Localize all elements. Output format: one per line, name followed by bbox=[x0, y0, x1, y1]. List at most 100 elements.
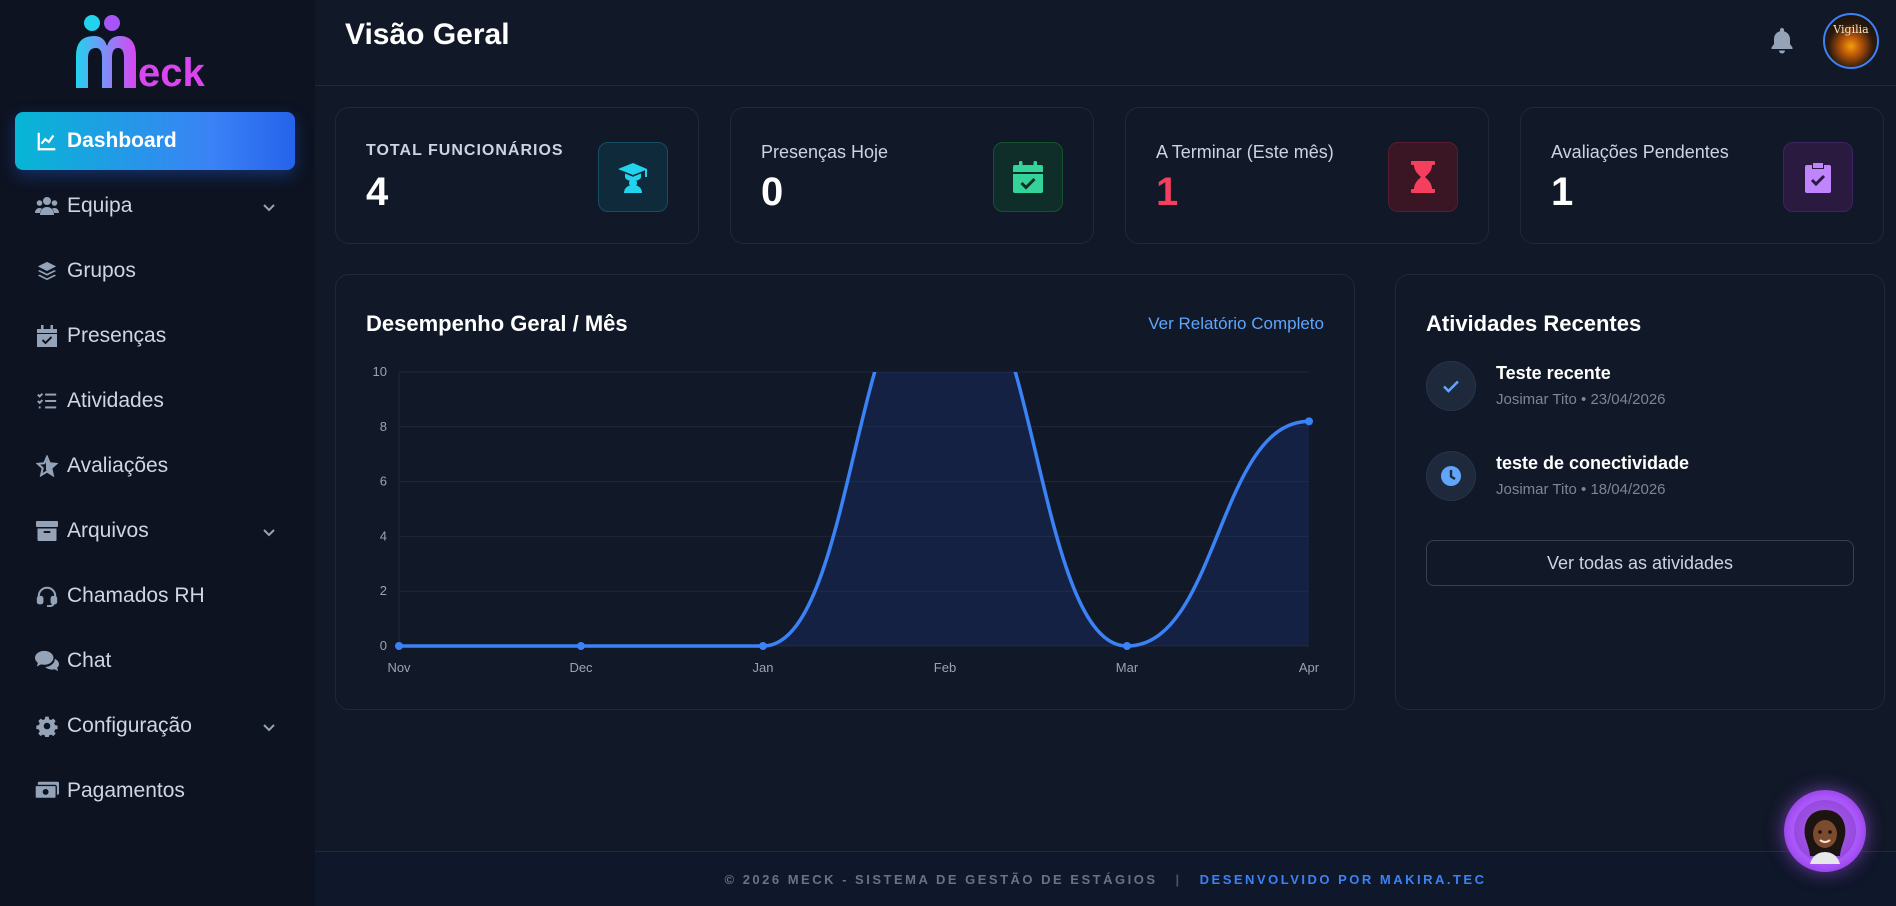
footer-developer-link[interactable]: DESENVOLVIDO POR MAKIRA.TEC bbox=[1199, 871, 1487, 887]
users-icon bbox=[35, 194, 59, 218]
x-tick-label: Apr bbox=[1299, 660, 1320, 675]
meck-logo[interactable]: eck bbox=[74, 10, 254, 98]
chevron-down-icon[interactable] bbox=[261, 522, 277, 538]
x-tick-label: Jan bbox=[753, 660, 774, 675]
sidebar-item-equipa[interactable]: Equipa bbox=[15, 177, 295, 235]
stat-value: 4 bbox=[366, 170, 389, 214]
chart-title: Desempenho Geral / Mês bbox=[366, 311, 628, 336]
sidebar-item-avaliacoes[interactable]: Avaliações bbox=[15, 437, 295, 495]
y-tick-label: 4 bbox=[380, 528, 387, 543]
sidebar-nav: Dashboard Equipa Grupos Presenças bbox=[15, 112, 295, 827]
stat-label: Presenças Hoje bbox=[761, 142, 889, 162]
x-tick-label: Nov bbox=[387, 660, 411, 675]
top-header: Visão Geral Vigilia bbox=[315, 0, 1896, 86]
sidebar-item-presencas[interactable]: Presenças bbox=[15, 307, 295, 365]
stat-label: Avaliações Pendentes bbox=[1551, 142, 1729, 162]
y-tick-label: 6 bbox=[380, 474, 387, 489]
chart-series-line bbox=[398, 372, 1310, 648]
sidebar-item-label: Presenças bbox=[67, 324, 167, 347]
chart-point bbox=[1305, 417, 1313, 426]
hourglass-icon bbox=[1388, 142, 1458, 212]
sidebar-item-pagamentos[interactable]: Pagamentos bbox=[15, 762, 295, 820]
sidebar-item-label: Arquivos bbox=[67, 519, 149, 542]
stat-value: 0 bbox=[761, 170, 784, 214]
x-tick-label: Feb bbox=[934, 660, 956, 675]
avatar-text: Vigilia bbox=[1833, 23, 1869, 36]
activity-item[interactable]: teste de conectividade Josimar Tito • 18… bbox=[1426, 451, 1856, 511]
stat-card-avaliacoes-pendentes: Avaliações Pendentes 1 bbox=[1520, 107, 1884, 244]
activity-title: teste de conectividade bbox=[1496, 453, 1690, 473]
calendar-check-icon bbox=[35, 324, 59, 348]
full-report-link[interactable]: Ver Relatório Completo bbox=[1148, 314, 1324, 333]
star-icon bbox=[35, 454, 59, 478]
chart-point bbox=[759, 642, 767, 650]
chart-point bbox=[1123, 642, 1131, 650]
sidebar-item-chamados-rh[interactable]: Chamados RH bbox=[15, 567, 295, 625]
sidebar-item-label: Avaliações bbox=[67, 454, 169, 477]
recent-activities-card: Atividades Recentes Teste recente Josima… bbox=[1395, 274, 1885, 710]
sidebar-item-label: Equipa bbox=[67, 194, 133, 217]
chart-point bbox=[577, 642, 585, 650]
archive-icon bbox=[35, 519, 59, 543]
sidebar-item-label: Chat bbox=[67, 649, 112, 672]
sidebar-item-atividades[interactable]: Atividades bbox=[15, 372, 295, 430]
view-all-activities-button[interactable]: Ver todas as atividades bbox=[1426, 540, 1854, 586]
sidebar-item-dashboard[interactable]: Dashboard bbox=[15, 112, 295, 170]
chart-area-fill bbox=[399, 372, 1309, 646]
activity-title: Teste recente bbox=[1496, 363, 1611, 383]
check-icon bbox=[1426, 361, 1476, 411]
y-tick-label: 0 bbox=[380, 638, 387, 653]
page-title: Visão Geral bbox=[345, 18, 510, 51]
graduate-icon bbox=[598, 142, 668, 212]
calendar-check-icon bbox=[993, 142, 1063, 212]
sidebar-item-chat[interactable]: Chat bbox=[15, 632, 295, 690]
footer-copyright: © 2026 MECK - SISTEMA DE GESTÃO DE ESTÁG… bbox=[724, 871, 1158, 887]
chart-line-icon bbox=[35, 129, 59, 153]
assistant-avatar-icon bbox=[1794, 800, 1856, 864]
list-check-icon bbox=[35, 389, 59, 413]
y-tick-label: 10 bbox=[373, 364, 387, 379]
y-tick-label: 8 bbox=[380, 419, 387, 434]
performance-chart: 0 2 4 6 8 10 Nov Dec Jan Feb Mar Apr bbox=[373, 364, 1320, 675]
activity-meta: Josimar Tito • 23/04/2026 bbox=[1496, 391, 1666, 408]
assistant-chat-bubble[interactable] bbox=[1784, 790, 1866, 872]
stat-value: 1 bbox=[1156, 170, 1179, 214]
sidebar-item-label: Chamados RH bbox=[67, 584, 205, 607]
money-icon bbox=[35, 779, 59, 803]
activities-title: Atividades Recentes bbox=[1426, 311, 1642, 336]
sidebar-item-label: Configuração bbox=[67, 714, 192, 737]
sidebar-item-configuracao[interactable]: Configuração bbox=[15, 697, 295, 755]
user-avatar[interactable]: Vigilia bbox=[1823, 13, 1879, 69]
y-tick-label: 2 bbox=[380, 583, 387, 598]
footer-separator: | bbox=[1175, 871, 1182, 887]
sidebar: eck Dashboard Equipa Grupos bbox=[0, 0, 315, 906]
sidebar-item-grupos[interactable]: Grupos bbox=[15, 242, 295, 300]
performance-chart-card: Desempenho Geral / Mês Ver Relatório Com… bbox=[335, 274, 1355, 710]
chart-point bbox=[395, 642, 403, 650]
sidebar-item-label: Grupos bbox=[67, 259, 136, 282]
layers-icon bbox=[35, 259, 59, 283]
headset-icon bbox=[35, 584, 59, 608]
stat-card-a-terminar: A Terminar (Este mês) 1 bbox=[1125, 107, 1489, 244]
clipboard-check-icon bbox=[1783, 142, 1853, 212]
x-tick-label: Mar bbox=[1116, 660, 1139, 675]
chevron-down-icon[interactable] bbox=[261, 717, 277, 733]
comments-icon bbox=[35, 649, 59, 673]
stat-card-presencas-hoje: Presenças Hoje 0 bbox=[730, 107, 1094, 244]
clock-icon bbox=[1426, 451, 1476, 501]
stat-label: TOTAL FUNCIONÁRIOS bbox=[366, 142, 564, 159]
activity-meta: Josimar Tito • 18/04/2026 bbox=[1496, 481, 1666, 498]
logo-text: eck bbox=[138, 51, 205, 95]
stat-label: A Terminar (Este mês) bbox=[1156, 142, 1334, 162]
sidebar-item-label: Atividades bbox=[67, 389, 164, 412]
stat-value: 1 bbox=[1551, 170, 1574, 214]
sidebar-item-label: Pagamentos bbox=[67, 779, 185, 802]
stat-card-total-funcionarios: TOTAL FUNCIONÁRIOS 4 bbox=[335, 107, 699, 244]
chevron-down-icon[interactable] bbox=[261, 197, 277, 213]
bell-icon[interactable] bbox=[1770, 28, 1798, 56]
sidebar-item-arquivos[interactable]: Arquivos bbox=[15, 502, 295, 560]
activity-item[interactable]: Teste recente Josimar Tito • 23/04/2026 bbox=[1426, 361, 1856, 421]
sidebar-item-label: Dashboard bbox=[67, 129, 177, 152]
x-tick-label: Dec bbox=[569, 660, 593, 675]
gear-icon bbox=[35, 714, 59, 738]
